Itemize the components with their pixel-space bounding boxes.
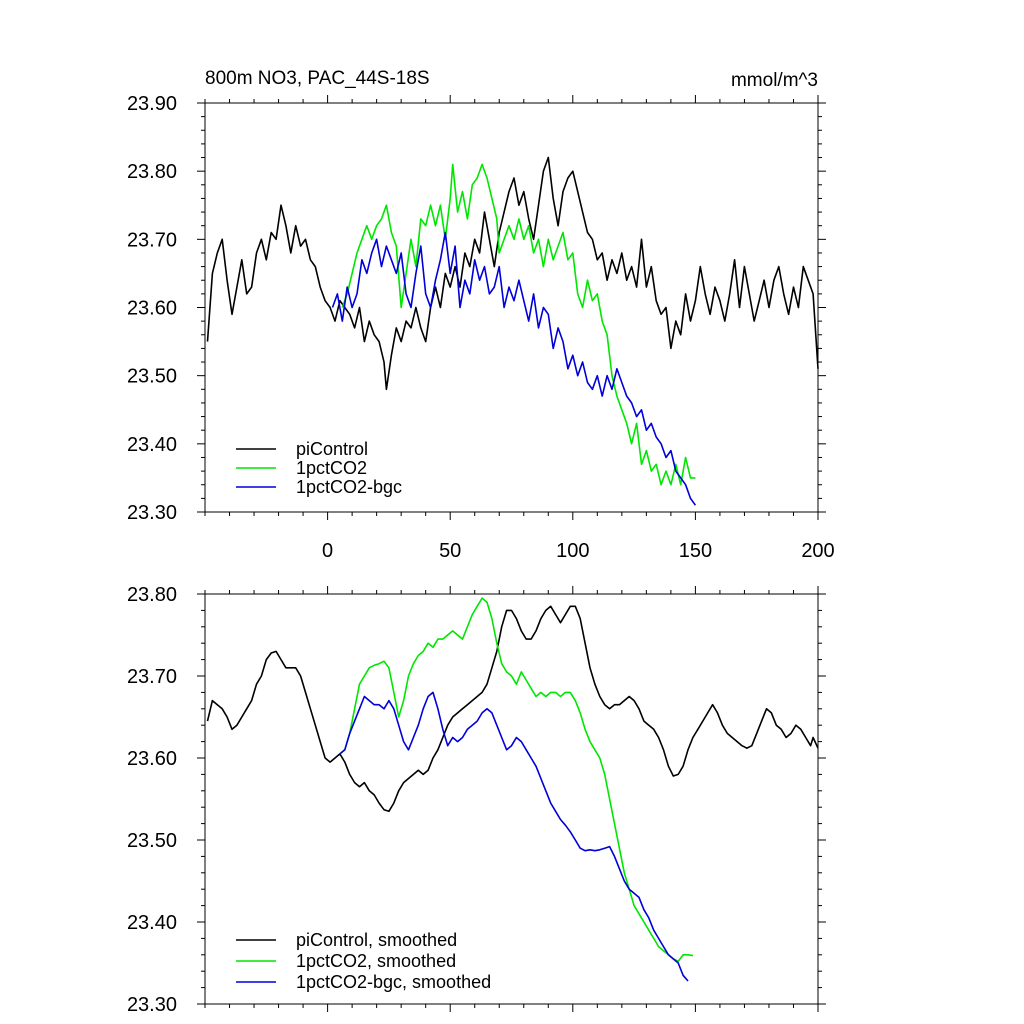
x-tick-label: 100 [556,540,589,562]
y-tick-label: 23.40 [127,434,177,456]
y-tick-label: 23.80 [127,584,177,606]
series-line [206,156,819,391]
plot-frame [204,593,819,1005]
series-line [341,163,696,486]
y-tick-label: 23.40 [127,912,177,934]
series-line [339,597,694,963]
legend-label: 1pctCO2-bgc, smoothed [296,972,491,992]
units-label: mmol/m^3 [731,70,818,91]
y-tick-label: 23.30 [127,502,177,524]
y-tick-label: 23.60 [127,748,177,770]
legend-label: 1pctCO2, smoothed [296,951,456,971]
bottom-panel: 23.30 23.40 23.50 23.60 23.70 23.80 piControl,… [127,584,826,1016]
chart-title: 800m NO3, PAC_44S-18S [205,68,430,89]
legend-label: piControl [296,439,368,459]
legend-label: 1pctCO2-bgc [296,477,402,497]
y-tick-label: 23.80 [127,161,177,183]
y-tick-label: 23.50 [127,366,177,388]
x-tick-label: 200 [801,540,834,562]
y-tick-label: 23.90 [127,93,177,115]
series-line [206,605,819,813]
y-tick-label: 23.50 [127,830,177,852]
legend-label: piControl, smoothed [296,930,457,950]
series-line [331,231,697,506]
x-tick-label: 50 [439,540,461,562]
top-panel: 0 50 100 150 200 23.30 23.40 23.50 23.60 23.70 23.… [127,93,835,562]
y-tick-label: 23.70 [127,229,177,251]
legend-label: 1pctCO2 [296,458,367,478]
y-tick-label: 23.60 [127,298,177,320]
x-tick-label: 0 [322,540,333,562]
y-tick-label: 23.70 [127,666,177,688]
x-tick-label: 150 [679,540,712,562]
y-tick-label: 23.30 [127,994,177,1016]
series-line [339,691,689,982]
